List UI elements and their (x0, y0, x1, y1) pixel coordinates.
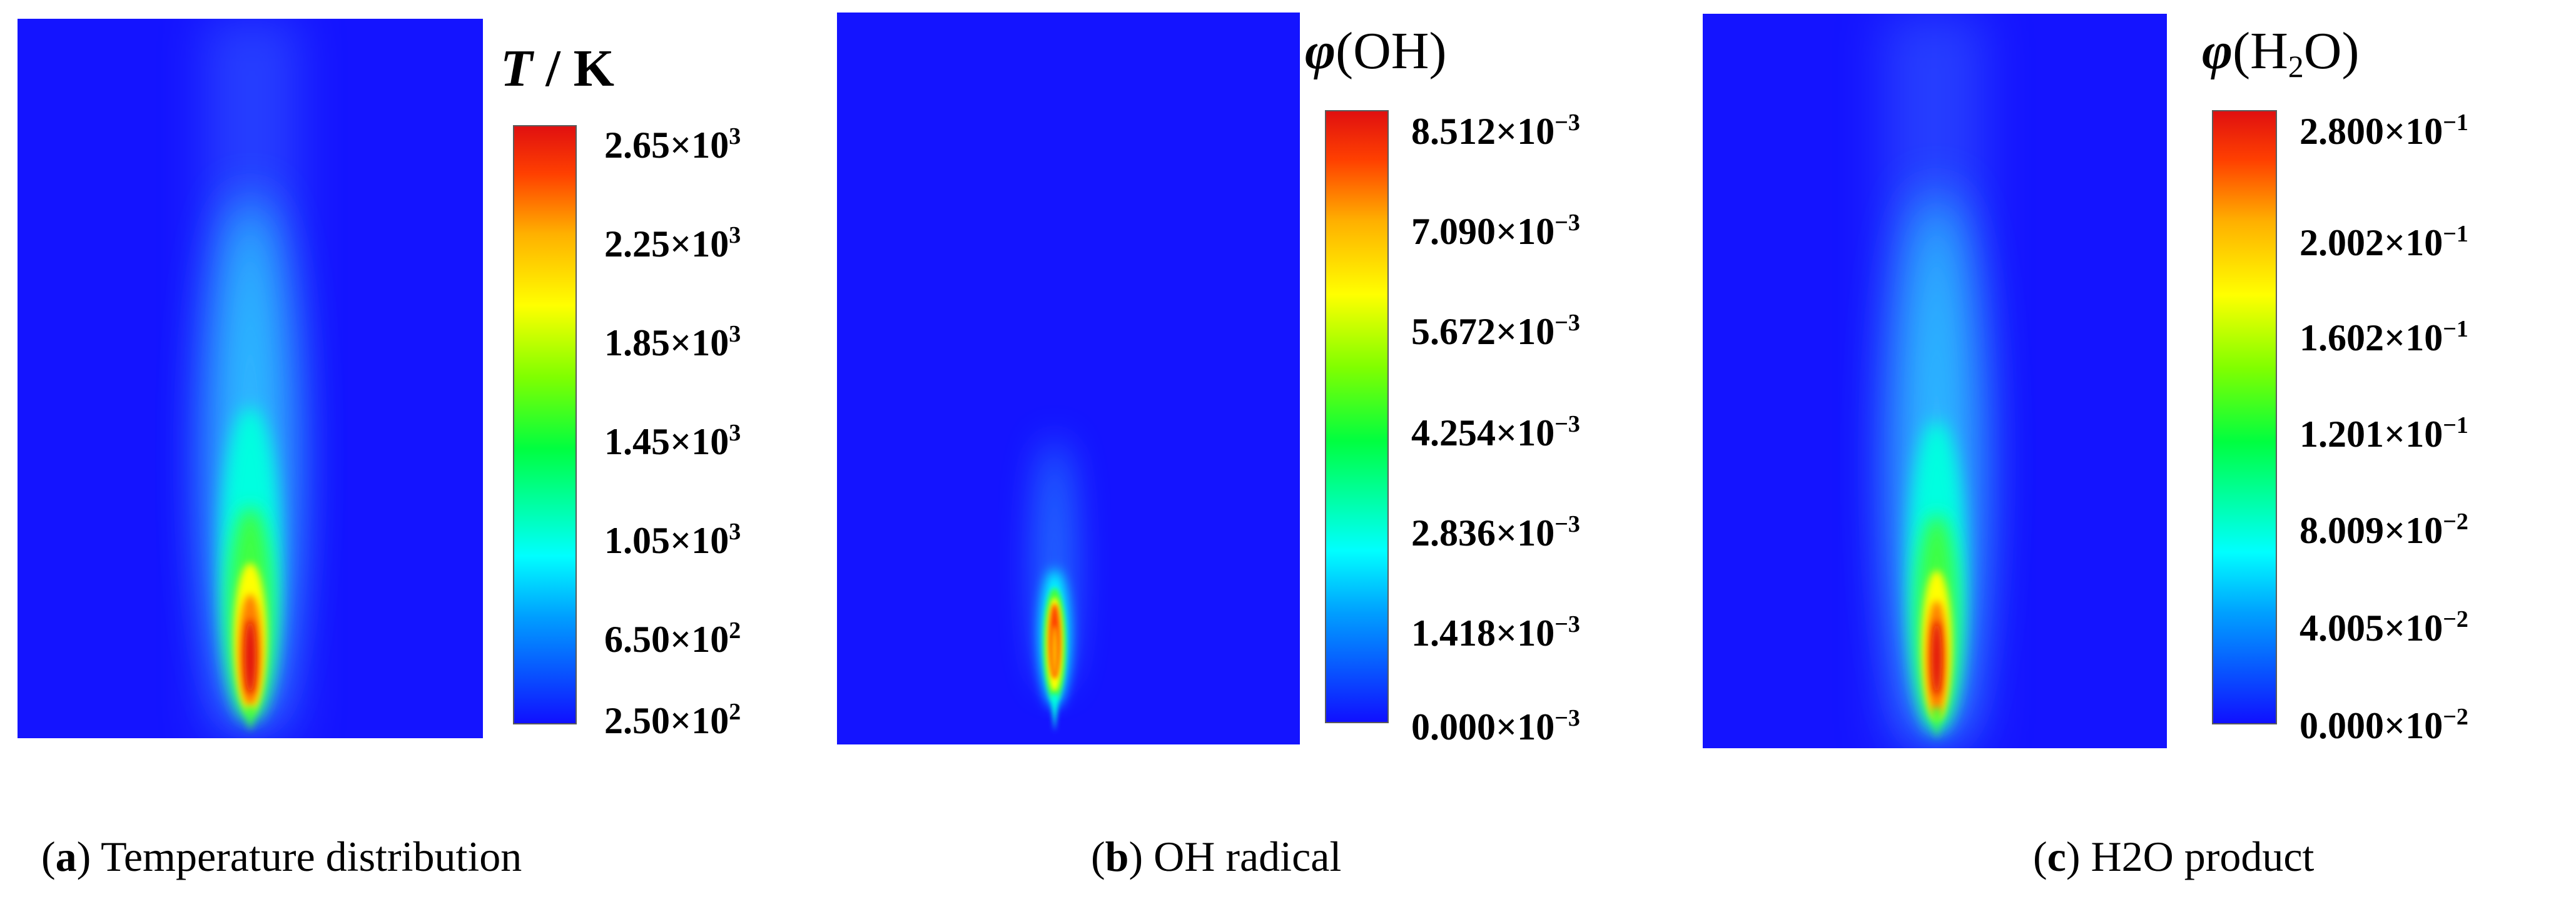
h2o-field-plot (1703, 14, 2167, 748)
colorbar-tick-label: 2.50×102 (604, 699, 741, 741)
caption-a: (a) Temperature distribution (41, 833, 522, 880)
colorbar-tick-label: 4.005×10−2 (2300, 606, 2468, 649)
colorbar-b (1325, 110, 1389, 723)
h2o-flame-contour (1884, 14, 1984, 748)
oh-field-plot (837, 13, 1300, 744)
colorbar-tick-label: 0.000×10−3 (1411, 705, 1580, 748)
colorbar-tick-label: 2.836×10−3 (1411, 511, 1580, 554)
colorbar-tick-label: 2.002×10−1 (2300, 221, 2468, 263)
colorbar-tick-label: 8.009×10−2 (2300, 509, 2468, 551)
temperature-field-plot (18, 19, 483, 738)
colorbar-a (513, 125, 577, 724)
colorbar-tick-label: 2.800×10−1 (2300, 109, 2468, 152)
colorbar-tick-label: 4.254×10−3 (1411, 411, 1580, 454)
colorbar-tick-label: 5.672×10−3 (1411, 310, 1580, 352)
colorbar-c (2212, 110, 2277, 724)
colorbar-tick-label: 1.05×103 (604, 519, 741, 561)
colorbar-tick-label: 7.090×10−3 (1411, 210, 1580, 252)
colorbar-tick-label: 1.45×103 (604, 420, 741, 462)
oh-flame-contour (1036, 438, 1073, 732)
caption-b: (b) OH radical (1091, 833, 1342, 880)
colorbar-title-a: T / K (500, 39, 614, 98)
colorbar-tick-label: 1.602×10−1 (2300, 316, 2468, 358)
colorbar-tick-label: 8.512×10−3 (1411, 109, 1580, 152)
colorbar-title-b: φ(OH) (1305, 22, 1447, 80)
colorbar-tick-label: 0.000×10−2 (2300, 704, 2468, 746)
colorbar-tick-label: 1.201×10−1 (2300, 412, 2468, 455)
colorbar-title-c: φ(H2O) (2202, 22, 2360, 84)
temperature-flame-contour (205, 19, 299, 738)
colorbar-tick-label: 1.418×10−3 (1411, 611, 1580, 654)
colorbar-tick-label: 6.50×102 (604, 617, 741, 660)
colorbar-tick-label: 2.25×103 (604, 222, 741, 265)
caption-c: (c) H2O product (2033, 833, 2315, 880)
colorbar-tick-label: 2.65×103 (604, 123, 741, 166)
colorbar-tick-label: 1.85×103 (604, 321, 741, 363)
